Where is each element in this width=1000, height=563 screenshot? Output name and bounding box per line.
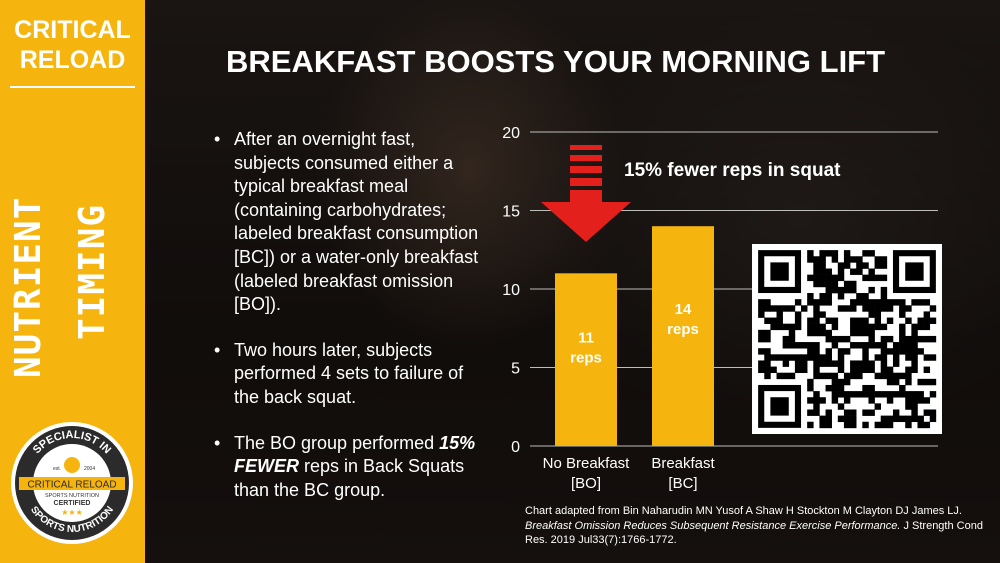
y-tick-label: 20 [502,125,520,142]
bullet-list: After an overnight fast, subjects consum… [214,128,484,524]
x-tick-label: No Breakfast [543,455,631,472]
x-tick-label: [BC] [668,475,697,492]
sidebar-word-timing: TIMING [72,203,113,340]
bullet-text-3-emphasis: 15% FEWER [234,432,476,477]
logo-divider [10,86,135,88]
x-tick-label: Breakfast [651,455,715,472]
y-tick-label: 10 [502,282,520,299]
badge-year: 2004 [84,466,95,472]
y-tick-label: 15 [502,204,520,221]
bar [652,226,714,446]
bar-data-label: 11 [578,329,594,346]
bar-chart: 0 5 10 15 20 11 reps No Breakfast [BO] 14 reps Brea… [502,125,938,492]
badge-stars: ★★★ [61,508,83,517]
x-tick-label: [BO] [571,475,601,492]
bullet-item-3: The BO group performed 15% FEWER reps in… [214,432,484,503]
badge-name: CRITICAL RELOAD [27,480,116,491]
brand-logo-line1: CRITICAL [14,16,131,44]
bullet-item-2: Two hours later, subjects performed 4 se… [214,339,484,410]
chart-annotation: 15% fewer reps in squat [624,160,841,181]
badge-emblem-icon [64,457,80,473]
down-arrow-icon [541,145,631,242]
qr-code-icon[interactable] [752,244,942,434]
bullet-item-1: After an overnight fast, subjects consum… [214,128,484,317]
brand-logo-line2: RELOAD [19,46,126,74]
citation-rest: J Strength Cond Res. 2019 Jul33(7):1766-… [525,519,983,547]
chart-citation: Chart adapted from Bin Naharudin MN Yuso… [525,504,985,548]
bar-data-label: reps [667,321,699,338]
badge-sub: SPORTS NUTRITION [45,493,99,499]
y-tick-label: 5 [511,361,520,378]
citation-line1: Chart adapted from Bin Naharudin MN Yuso… [525,505,962,517]
badge-certified: CERTIFIED [54,500,91,507]
bar-data-label: reps [570,349,602,366]
page-title: BREAKFAST BOOSTS YOUR MORNING LIFT [226,44,886,79]
bar [555,273,617,446]
bullet-text-2: Two hours later, subjects performed 4 se… [234,339,464,407]
bullet-text-3-pre: The BO group performed [234,432,440,453]
bullet-text-1: After an overnight fast, subjects consum… [234,129,479,315]
badge-est: est. [53,466,61,472]
certification-badge: SPECIALIST IN SPORTS NUTRITION est. 2004… [11,422,133,544]
sidebar: CRITICAL RELOAD NUTRIENT TIMING SPECIALI… [0,0,145,563]
y-tick-label: 0 [511,439,520,456]
bullet-text-3-post: reps in Back Squats than the BC group. [234,456,465,500]
sidebar-word-nutrient: NUTRIENT [8,196,49,378]
citation-title: Breakfast Omission Reduces Subsequent Re… [525,519,901,532]
bar-data-label: 14 [675,301,692,318]
sidebar-vertical-title: NUTRIENT TIMING [4,140,124,380]
